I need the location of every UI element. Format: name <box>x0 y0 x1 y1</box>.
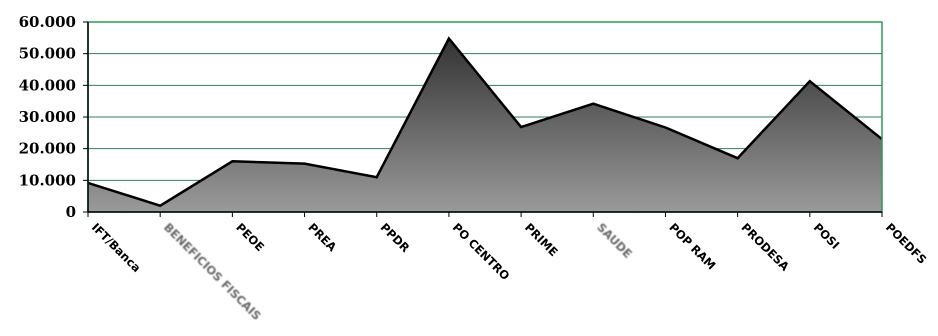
y-tick-label: 30.000 <box>19 108 76 126</box>
y-tick-label: 20.000 <box>19 140 76 158</box>
y-axis-tick-labels: 0 10.000 20.000 30.000 40.000 50.000 60.000 <box>19 13 76 221</box>
x-tick-label: POP RAM <box>666 220 718 272</box>
x-tick-label: IFT/Banca <box>89 220 144 275</box>
area-series-outline <box>87 36 883 208</box>
x-tick-label: PPDR <box>378 220 413 255</box>
x-tick-label: PEOE <box>233 220 267 254</box>
y-tick-label: 40.000 <box>19 76 76 94</box>
x-tick-label: POSI <box>811 220 843 252</box>
y-tick-label: 60.000 <box>19 13 76 31</box>
area-series <box>88 38 882 212</box>
x-tick-label: PRIME <box>522 220 561 259</box>
x-tick-label: SAUDE <box>594 220 635 261</box>
y-tick-label: 0 <box>66 203 76 221</box>
y-tick-label: 10.000 <box>19 171 76 189</box>
axes <box>83 21 883 217</box>
y-tick-label: 50.000 <box>19 45 76 63</box>
x-tick-label: POEDFS <box>883 220 929 266</box>
x-tick-label: PREA <box>305 220 339 254</box>
x-tick-label: PRODESA <box>739 220 793 274</box>
x-tick-label: PO CENTRO <box>450 220 513 283</box>
